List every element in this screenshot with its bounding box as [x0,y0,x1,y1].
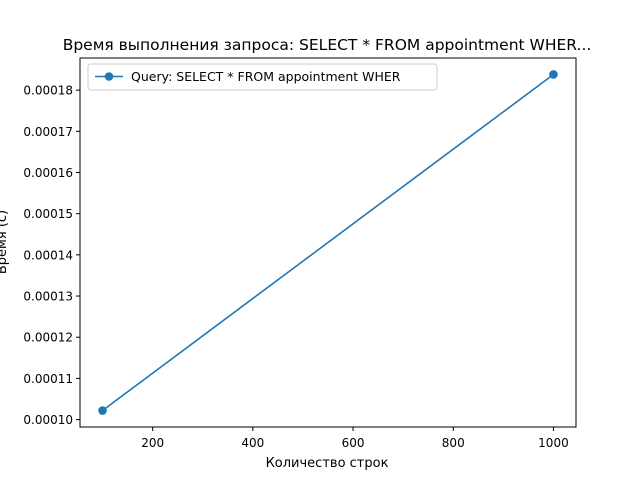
legend-marker [104,72,114,81]
x-tick-label: 800 [442,436,465,450]
y-axis-label: Время (с) [0,210,10,274]
data-point [98,406,107,415]
y-tick-label: 0.00017 [23,125,73,139]
x-tick-label: 1000 [538,436,569,450]
y-tick-label: 0.00014 [23,248,73,262]
x-tick-label: 200 [141,436,164,450]
plot-frame [79,57,577,428]
y-tick-label: 0.00013 [23,290,73,304]
plot-area: 200 400 600 800 1000 0.00010 0.00011 0.00012 0.0… [23,57,577,450]
y-tick-label: 0.00010 [23,413,73,427]
y-tick-label: 0.00012 [23,331,73,345]
legend-label: Query: SELECT * FROM appointment WHER [131,69,401,84]
x-tick-label: 600 [342,436,365,450]
series-line [102,73,554,412]
chart-title: Время выполнения запроса: SELECT * FROM … [63,36,592,54]
legend-box [87,63,438,91]
y-tick-label: 0.00015 [23,207,73,221]
y-tick-label: 0.00011 [23,372,73,386]
y-tick-label: 0.00016 [23,166,73,180]
y-tick-label: 0.00018 [23,84,73,98]
x-tick-label: 400 [241,436,264,450]
data-point [549,70,558,79]
x-axis-label: Количество строк [266,456,389,471]
